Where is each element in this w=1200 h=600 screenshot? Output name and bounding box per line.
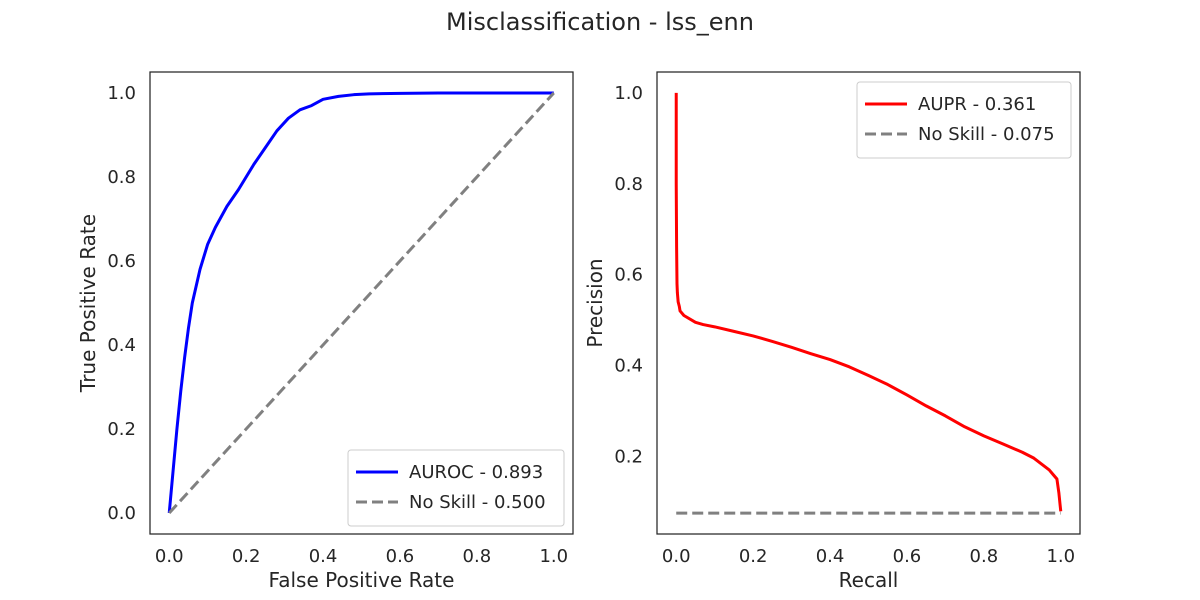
y-tick-label: 0.0: [107, 503, 136, 524]
y-tick-label: 0.6: [107, 251, 136, 272]
plot-frame: [149, 71, 574, 535]
legend-entry: No Skill - 0.075: [918, 124, 1055, 145]
x-tick-label: 0.0: [155, 546, 184, 567]
legend-box: [347, 449, 565, 527]
x-tick-label: 0.0: [662, 546, 691, 567]
y-axis-label: Precision: [583, 258, 607, 347]
pr-chart: 0.0 0.2 0.4 0.6 0.8 1.0 0.2 0.4 0.6 0.8 1.0 Recall P…: [583, 71, 1081, 592]
legend-entry: AUROC - 0.893: [409, 462, 543, 483]
legend-entry: AUPR - 0.361: [918, 94, 1036, 115]
x-tick-label: 0.2: [739, 546, 768, 567]
series-line-1: [168, 91, 555, 515]
y-tick-label: 0.2: [107, 419, 136, 440]
figure-title: Misclassification - lss_enn: [446, 8, 754, 36]
x-tick-label: 0.6: [893, 546, 922, 567]
series-line-0: [167, 91, 554, 514]
legend-box: [856, 81, 1072, 159]
legend: AUPR - 0.361 No Skill - 0.075: [856, 81, 1072, 159]
y-tick-label: 0.6: [614, 265, 643, 286]
y-tick-label: 0.2: [614, 446, 643, 467]
y-axis-label: True Positive Rate: [76, 214, 100, 393]
series-line-0: [674, 92, 1063, 512]
legend: AUROC - 0.893 No Skill - 0.500: [347, 449, 565, 527]
y-tick-label: 0.8: [614, 174, 643, 195]
x-tick-label: 1.0: [539, 546, 568, 567]
y-tick-label: 0.4: [107, 335, 136, 356]
x-tick-label: 0.4: [816, 546, 845, 567]
x-tick-label: 0.8: [970, 546, 999, 567]
y-tick-label: 0.8: [107, 167, 136, 188]
plot-frame: [656, 71, 1081, 535]
x-axis-label: False Positive Rate: [269, 568, 455, 592]
y-tick-label: 1.0: [614, 83, 643, 104]
y-tick-label: 1.0: [107, 83, 136, 104]
x-tick-label: 1.0: [1046, 546, 1075, 567]
roc-chart: 0.0 0.2 0.4 0.6 0.8 1.0 0.0 0.2 0.4 0.6 0.8 1.0 Fals…: [76, 71, 574, 592]
x-tick-label: 0.6: [386, 546, 415, 567]
y-tick-label: 0.4: [614, 355, 643, 376]
legend-entry: No Skill - 0.500: [409, 492, 546, 513]
x-tick-label: 0.2: [232, 546, 261, 567]
x-tick-label: 0.8: [463, 546, 492, 567]
x-tick-label: 0.4: [309, 546, 338, 567]
x-axis-label: Recall: [839, 568, 899, 592]
